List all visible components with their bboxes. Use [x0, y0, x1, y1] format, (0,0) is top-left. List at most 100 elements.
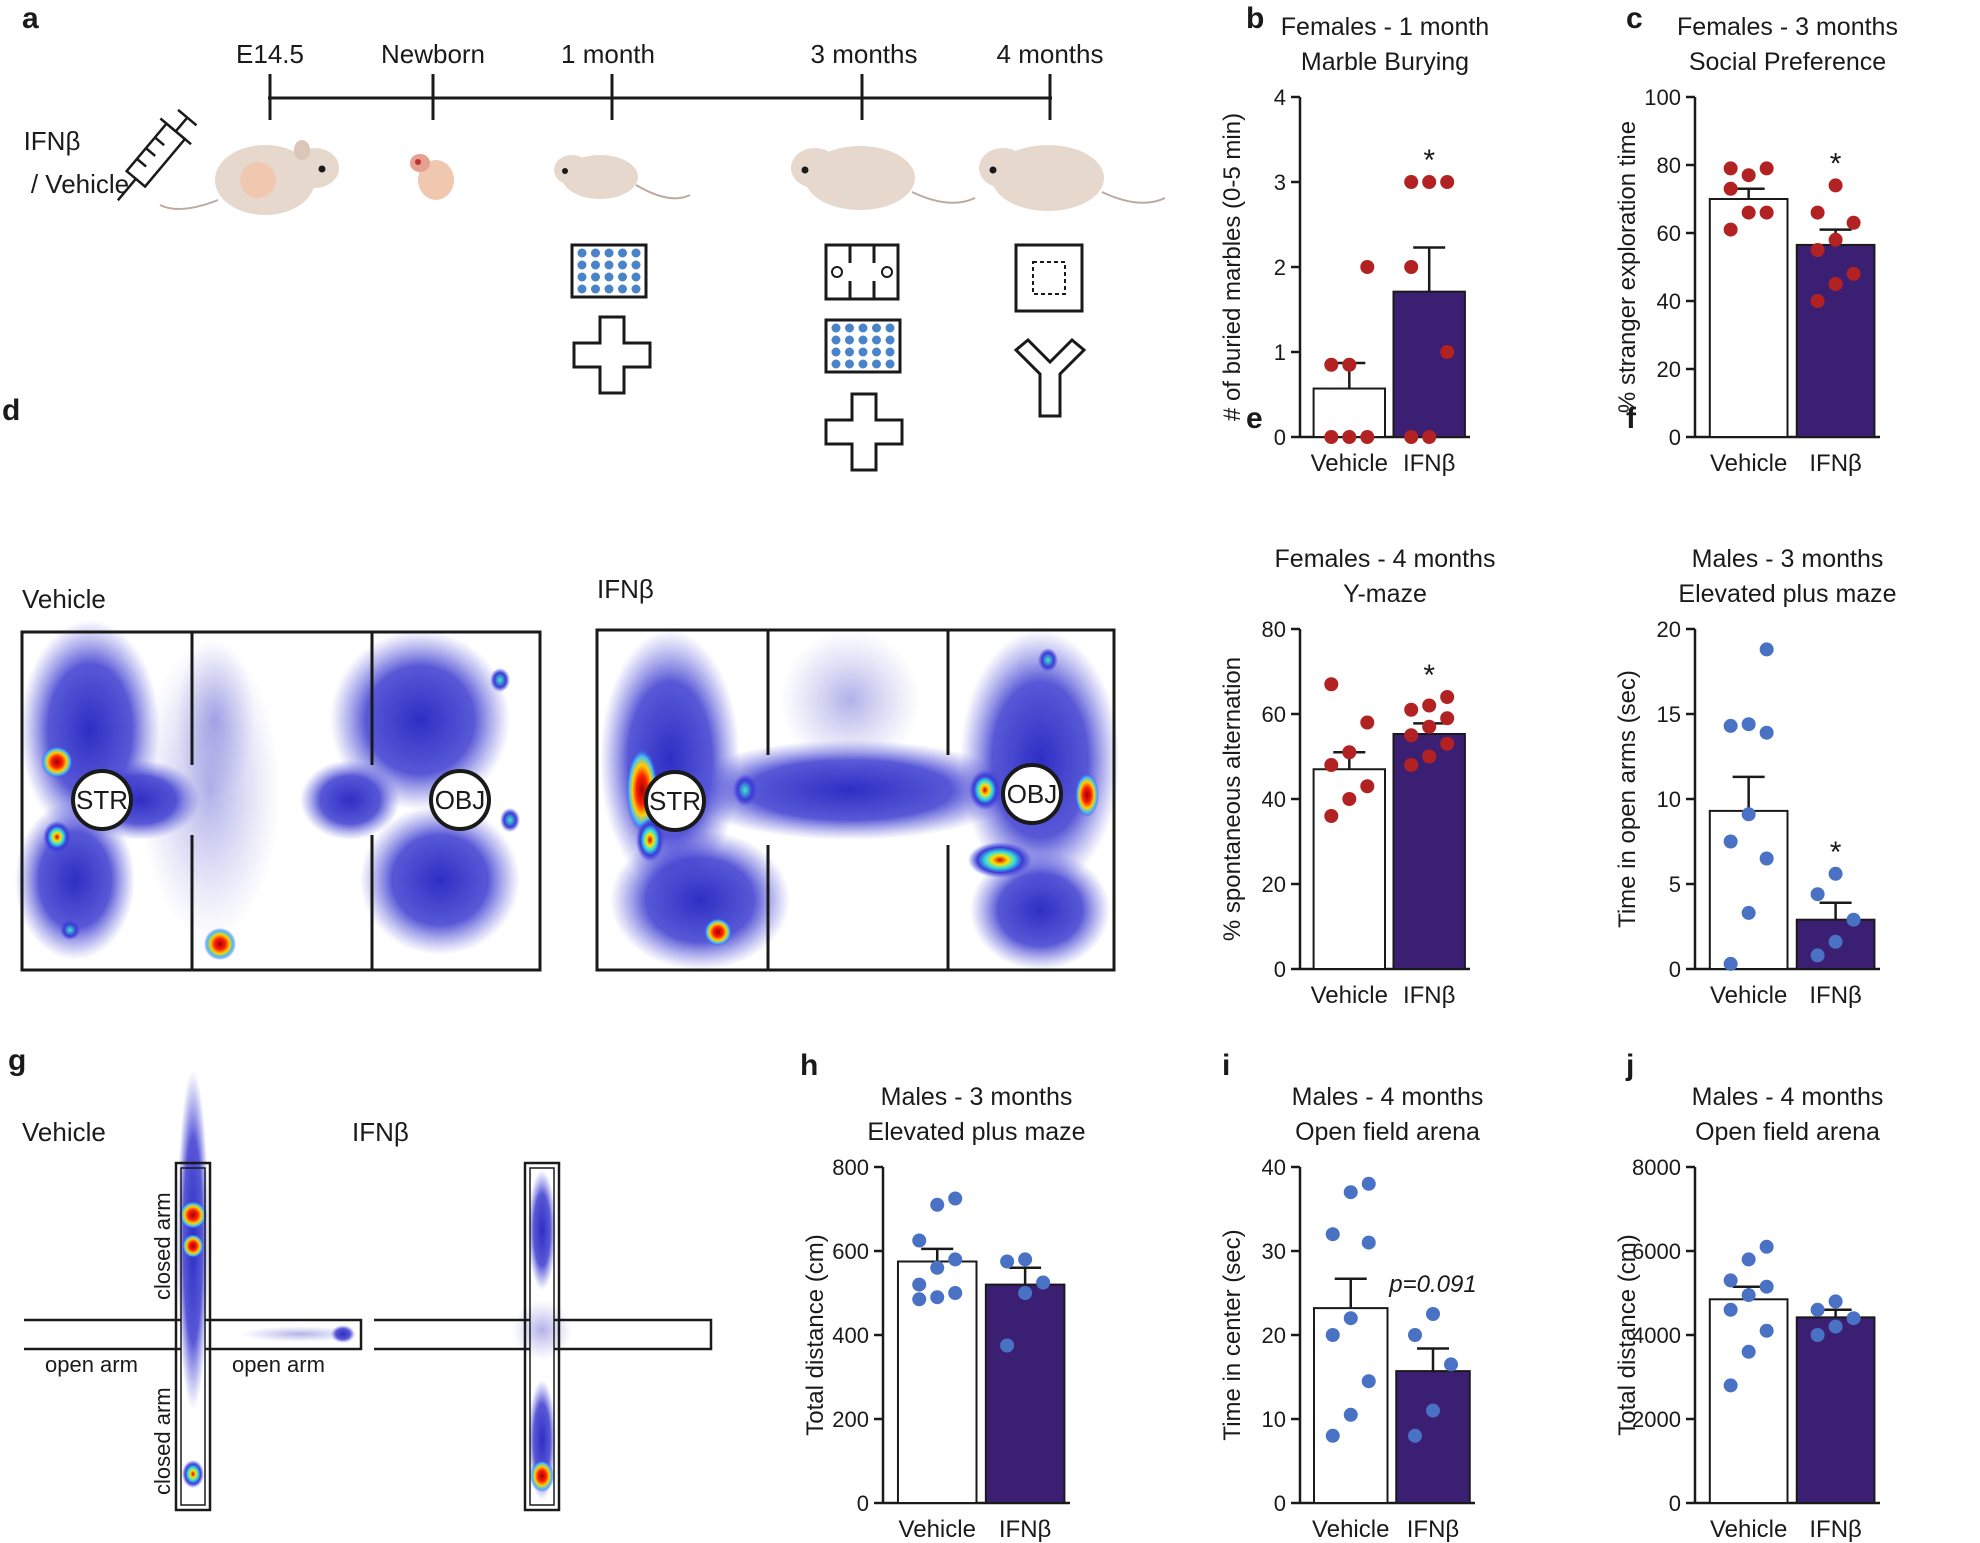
cross-maze-icon [824, 392, 904, 472]
marble-dot [618, 248, 627, 258]
data-point [1422, 749, 1437, 764]
data-point [1361, 1374, 1376, 1389]
significance-annotation: * [1830, 836, 1842, 869]
chart-title: Females - 1 month [1281, 13, 1489, 41]
three-chamber-ifnb: STR OBJ [595, 628, 1120, 972]
y-tick-label: 20 [1657, 357, 1681, 382]
y-tick-label: 0 [857, 1491, 869, 1516]
data-point [1723, 222, 1738, 237]
data-point [1723, 1378, 1738, 1393]
mouse-3-months-icon [791, 146, 976, 210]
y-tick-label: 5 [1669, 872, 1681, 897]
data-point [1741, 1288, 1756, 1303]
data-point [1036, 1275, 1051, 1290]
data-point [1404, 758, 1419, 772]
data-point [1810, 887, 1825, 902]
data-point [1404, 702, 1419, 717]
marble-dot [577, 272, 587, 282]
cross-maze-icon [572, 315, 652, 395]
significance-annotation: * [1423, 144, 1435, 177]
category-label: Vehicle [899, 1516, 976, 1543]
data-point [1360, 430, 1375, 444]
data-point [1324, 677, 1339, 692]
y-tick-label: 20 [1657, 617, 1681, 642]
data-point [1360, 779, 1375, 794]
data-point [1759, 725, 1774, 740]
data-point [1324, 430, 1339, 444]
data-point [1759, 161, 1774, 176]
y-tick-label: 20 [1262, 872, 1286, 897]
data-point [1741, 1344, 1756, 1359]
data-point [1422, 175, 1437, 189]
marble-dot [591, 260, 600, 270]
y-tick-label: 400 [832, 1323, 869, 1348]
data-point [1828, 866, 1843, 881]
data-point [1440, 736, 1455, 751]
bar-ifnb [984, 1283, 1066, 1504]
marble-dot [885, 335, 895, 345]
y-tick-label: 4000 [1632, 1323, 1681, 1348]
data-point [1741, 205, 1756, 220]
injection-label-1: IFNβ [24, 126, 81, 156]
y-tick-label: 0 [1669, 957, 1681, 982]
data-point [1422, 430, 1437, 444]
data-point [1325, 1227, 1340, 1242]
data-point [1759, 642, 1774, 657]
chart-title: Females - 3 months [1677, 13, 1898, 41]
marble-dot [845, 335, 854, 345]
chart-title: Open field arena [1295, 1118, 1480, 1146]
marble-dot [631, 284, 641, 294]
data-point [1828, 934, 1843, 949]
obj-label: OBJ [435, 785, 486, 815]
category-label: IFNβ [1809, 1516, 1861, 1543]
data-point [1741, 1252, 1756, 1267]
data-point [1759, 205, 1774, 220]
data-point [1846, 912, 1861, 927]
category-label: Vehicle [1710, 982, 1787, 1009]
marble-dot [618, 284, 627, 294]
open-field-icon [1014, 243, 1084, 313]
marble-dot [631, 260, 641, 270]
significance-annotation: * [1423, 659, 1435, 692]
plus-maze-vehicle: closed arm closed arm open arm open arm [24, 1070, 363, 1512]
data-point [1723, 834, 1738, 849]
data-point [1440, 175, 1455, 189]
data-point [1342, 792, 1357, 806]
y-tick-label: 6000 [1632, 1239, 1681, 1264]
y-tick-label: 10 [1657, 787, 1681, 812]
chart-title: Males - 3 months [1692, 545, 1884, 573]
data-point [1000, 1338, 1015, 1353]
data-point [1810, 243, 1825, 257]
timeline-label-e14: E14.5 [236, 39, 304, 69]
heatmap-g-ifnb-label: IFNβ [352, 1117, 409, 1147]
panel-letter-e: e [1246, 402, 1263, 435]
y-tick-label: 40 [1657, 289, 1681, 314]
y-tick-label: 0 [1669, 425, 1681, 450]
y-tick-label: 0 [1274, 1491, 1286, 1516]
data-point [1324, 809, 1339, 823]
heatmap-g: Vehicle IFNβ closed arm closed arm open … [22, 1070, 713, 1512]
y-tick-label: 40 [1262, 787, 1286, 812]
data-point [912, 1233, 927, 1248]
y-axis-label: Total distance (cm) [1614, 1234, 1641, 1435]
data-point [1426, 1403, 1440, 1418]
data-point [1343, 1185, 1358, 1200]
significance-annotation: * [1830, 147, 1842, 180]
data-point [1810, 205, 1825, 220]
y-tick-label: 0 [1669, 1491, 1681, 1516]
closed-arm-label-bottom: closed arm [150, 1387, 175, 1495]
y-tick-label: 1 [1274, 340, 1286, 365]
chart-e: Females - 4 months Y-maze 0 20 40 60 80 % spont… [1219, 545, 1495, 1009]
y-axis-label: Time in open arms (sec) [1614, 670, 1641, 928]
category-label: IFNβ [1809, 982, 1861, 1009]
timeline-label-newborn: Newborn [381, 39, 485, 69]
data-point [1361, 1235, 1376, 1250]
marble-dot [831, 347, 841, 357]
y-tick-label: 10 [1262, 1407, 1286, 1432]
chart-f: Males - 3 months Elevated plus maze 0 5 10 15… [1614, 545, 1897, 1009]
marble-dot [577, 260, 587, 270]
data-point [1342, 430, 1357, 444]
data-point [1361, 1176, 1376, 1191]
plus-maze-ifnb [374, 1161, 713, 1512]
chart-c: Females - 3 months Social Preference 0 20 40… [1614, 13, 1898, 477]
